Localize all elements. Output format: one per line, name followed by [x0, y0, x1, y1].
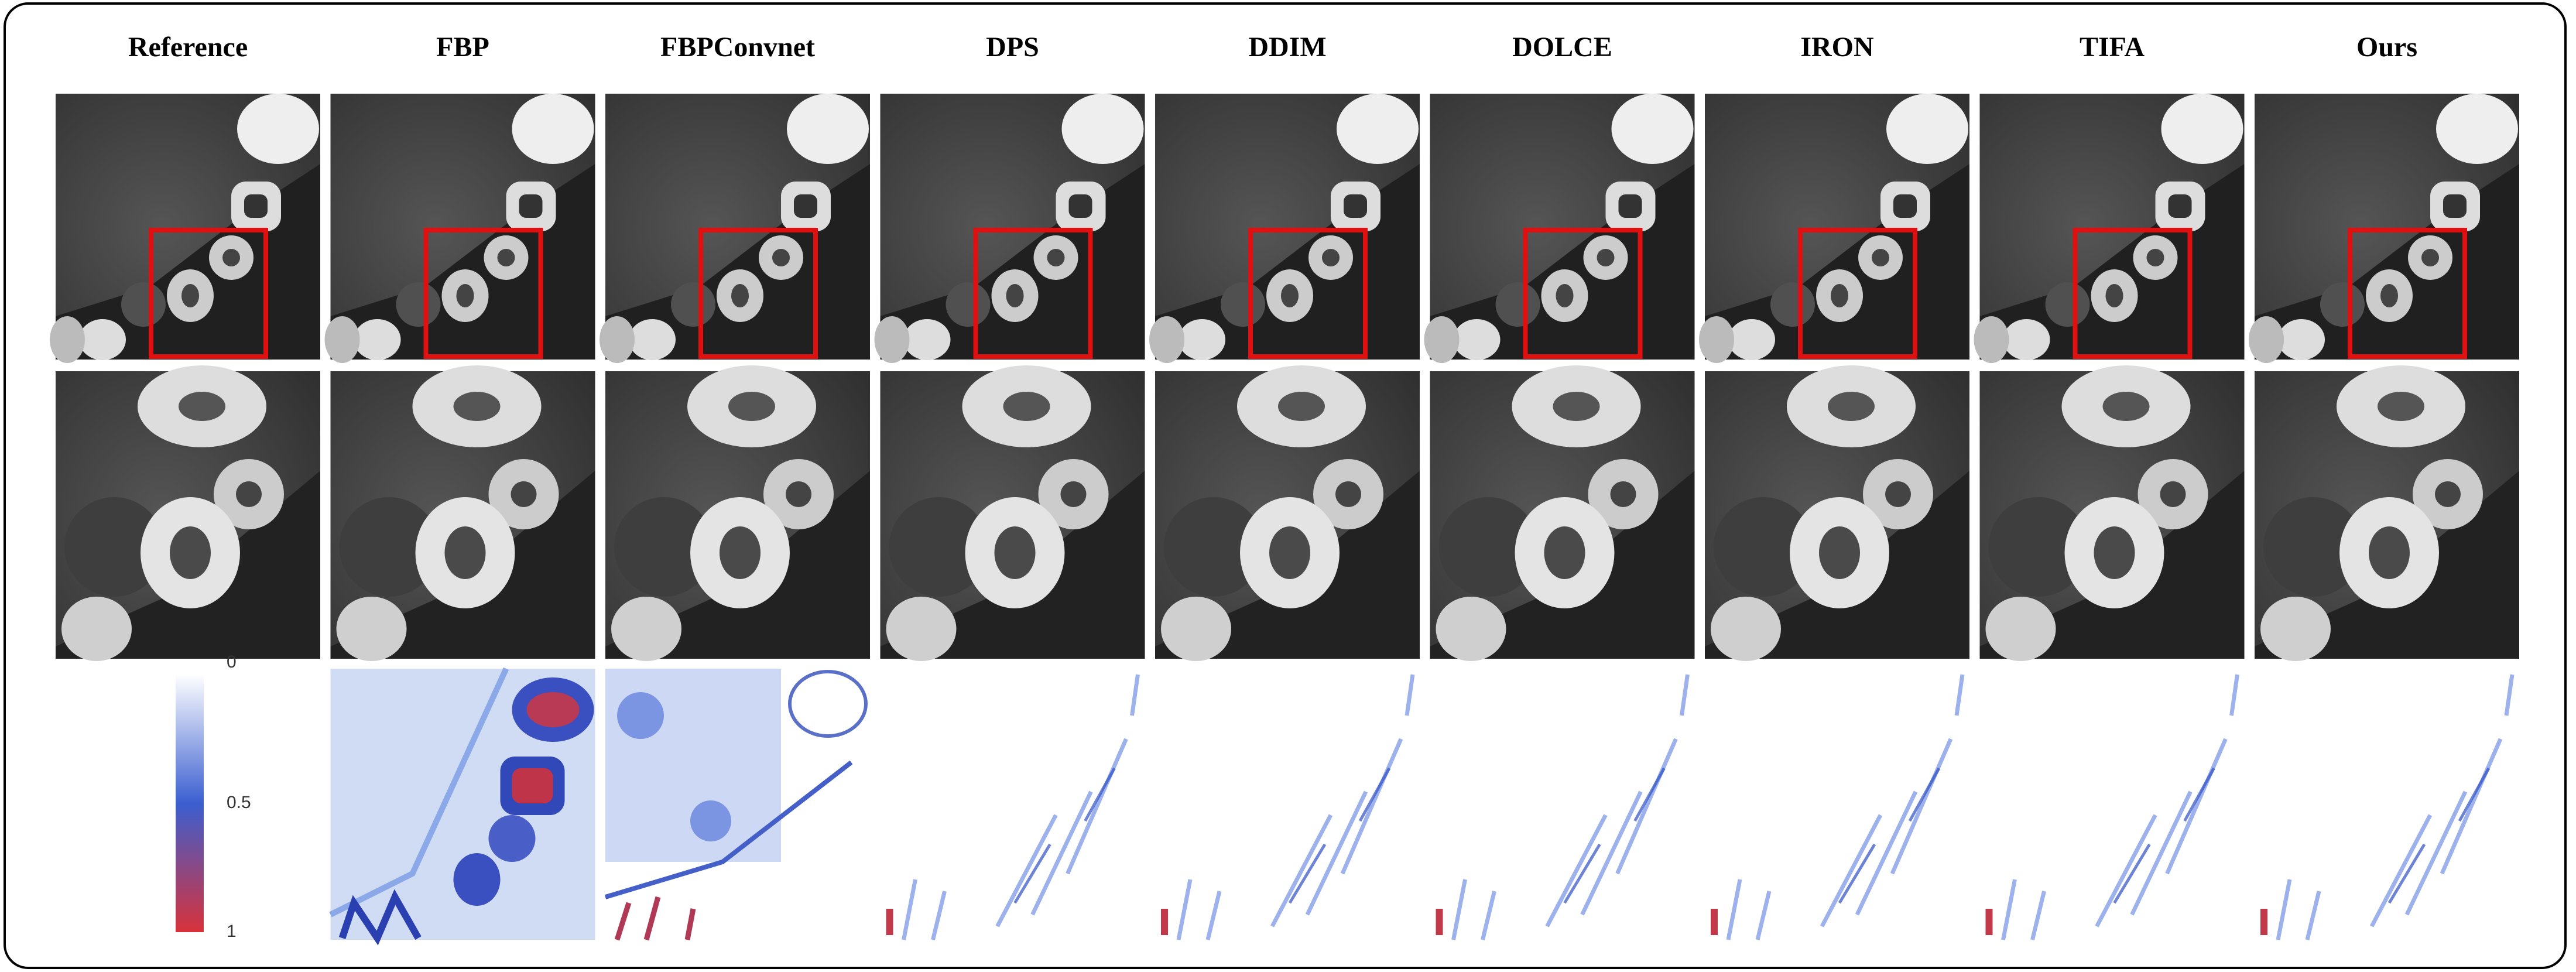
zoomed-image [1430, 365, 1695, 661]
colorbar-label: 0 [227, 652, 237, 672]
column-title: DDIM [1248, 32, 1326, 63]
error-map [605, 669, 870, 940]
error-map [1155, 669, 1420, 940]
roi-box [973, 228, 1093, 359]
zoomed-image [1155, 365, 1420, 661]
zoomed-image [1979, 365, 2245, 661]
column-title: Ours [2356, 32, 2417, 63]
column-title: Reference [128, 32, 248, 63]
colorbar-label: 1 [227, 922, 237, 941]
column-title: DOLCE [1512, 32, 1612, 63]
zoomed-image [605, 365, 870, 661]
error-map [2255, 669, 2519, 940]
roi-box [1248, 228, 1368, 359]
column-title: FBP [436, 32, 489, 63]
zoomed-image [880, 365, 1145, 661]
roi-box [698, 228, 818, 359]
colorbar-label: 0.5 [227, 793, 251, 812]
roi-box [149, 228, 268, 359]
roi-box [1523, 228, 1643, 359]
error-map [1430, 669, 1695, 940]
column-title: IRON [1800, 32, 1874, 63]
column-title: TIFA [2080, 32, 2145, 63]
roi-box [1798, 228, 1917, 359]
error-map [331, 669, 595, 940]
zoomed-image [330, 365, 595, 661]
error-map [881, 669, 1145, 940]
error-map [1980, 669, 2245, 940]
roi-box [423, 228, 543, 359]
colorbar [176, 675, 204, 932]
zoomed-image [1705, 365, 1969, 661]
roi-box [2073, 228, 2193, 359]
frame-border [4, 2, 2567, 969]
roi-box [2348, 228, 2467, 359]
error-map [1705, 669, 1969, 940]
zoomed-image [2255, 365, 2519, 661]
zoomed-image [56, 365, 320, 661]
column-title: FBPConvnet [660, 32, 815, 63]
column-title: DPS [986, 32, 1039, 63]
